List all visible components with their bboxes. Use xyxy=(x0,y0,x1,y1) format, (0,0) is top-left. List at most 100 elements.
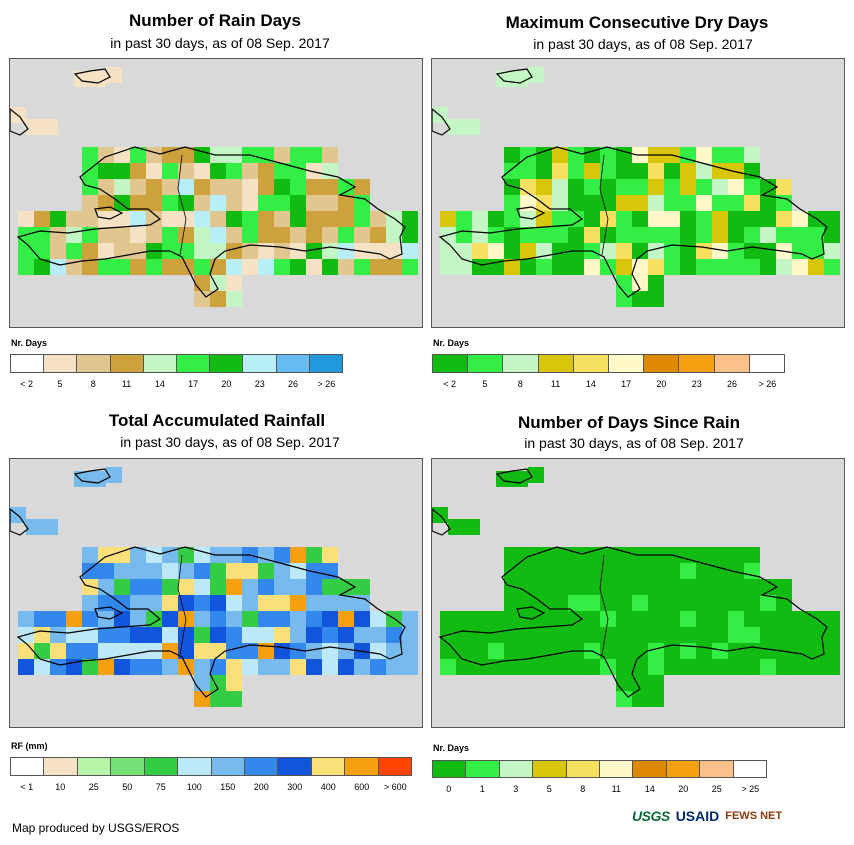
legend-swatch xyxy=(468,355,504,372)
grid-cell xyxy=(632,179,648,195)
grid-cell xyxy=(338,211,354,227)
grid-cell xyxy=(258,195,274,211)
grid-cell xyxy=(162,595,178,611)
grid-cell xyxy=(776,227,792,243)
grid-cell xyxy=(584,547,600,563)
grid-cell xyxy=(664,243,680,259)
grid-cell xyxy=(402,259,418,275)
coastline xyxy=(94,606,124,620)
footer-credit: Map produced by USGS/EROS xyxy=(12,821,180,835)
grid-cells xyxy=(432,467,840,707)
grid-cell xyxy=(82,179,98,195)
grid-cell xyxy=(728,595,744,611)
grid-cell xyxy=(792,659,808,675)
grid-cell xyxy=(386,259,402,275)
grid-cell xyxy=(386,227,402,243)
grid-cell xyxy=(82,163,98,179)
legend-title: Nr. Days xyxy=(433,338,470,348)
grid-cell xyxy=(456,643,472,659)
grid-cell xyxy=(552,595,568,611)
legend-label: < 1 xyxy=(20,782,34,792)
grid-cell xyxy=(504,579,520,595)
grid-cell xyxy=(354,195,370,211)
grid-cell xyxy=(520,611,536,627)
grid-cell xyxy=(504,627,520,643)
grid-cell xyxy=(50,227,66,243)
grid-cell xyxy=(568,611,584,627)
grid-cell xyxy=(472,611,488,627)
grid-cell xyxy=(210,595,226,611)
grid-cell xyxy=(98,243,114,259)
grid-cell xyxy=(680,243,696,259)
grid-cell xyxy=(536,547,552,563)
national-border xyxy=(177,154,187,256)
grid-cell xyxy=(520,643,536,659)
grid-cell xyxy=(50,659,66,675)
coastline xyxy=(432,108,451,136)
legend-swatch xyxy=(573,355,610,372)
panel-title: Number of Days Since Rain xyxy=(517,413,740,432)
grid-cell xyxy=(664,227,680,243)
grid-cell xyxy=(552,243,568,259)
grid-cell xyxy=(322,627,338,643)
grid-cell xyxy=(632,643,648,659)
grid-cell xyxy=(648,675,664,691)
grid-cell xyxy=(18,611,34,627)
grid-cell xyxy=(512,471,528,487)
grid-cell xyxy=(744,579,760,595)
grid-cell xyxy=(536,659,552,675)
grid-cell xyxy=(98,227,114,243)
grid-cell xyxy=(528,467,544,483)
grid-cell xyxy=(536,627,552,643)
legend-swatch xyxy=(311,758,346,775)
grid-cell xyxy=(194,291,210,307)
grid-cell xyxy=(226,643,242,659)
grid-cell xyxy=(146,259,162,275)
grid-cell xyxy=(728,227,744,243)
grid-cell xyxy=(226,195,242,211)
grid-cell xyxy=(488,211,504,227)
grid-cell xyxy=(664,563,680,579)
legend-label: 23 xyxy=(254,379,265,389)
grid-cell xyxy=(504,611,520,627)
grid-cell xyxy=(584,627,600,643)
grid-cell xyxy=(226,227,242,243)
coastline xyxy=(10,508,29,536)
legend-swatch xyxy=(77,355,111,372)
grid-cell xyxy=(536,227,552,243)
grid-cell xyxy=(290,547,306,563)
grid-cell xyxy=(290,259,306,275)
grid-cell xyxy=(632,211,648,227)
grid-cell xyxy=(242,195,258,211)
grid-cell xyxy=(306,147,322,163)
grid-cell xyxy=(370,211,386,227)
grid-cell xyxy=(290,643,306,659)
legend-label: 100 xyxy=(186,782,202,792)
legend-label: 11 xyxy=(611,784,621,794)
grid-cell xyxy=(226,675,242,691)
coastline xyxy=(73,468,111,484)
grid-cell xyxy=(66,643,82,659)
grid-cell xyxy=(520,243,536,259)
grid-cell xyxy=(194,675,210,691)
grid-cell xyxy=(600,259,616,275)
coastline xyxy=(432,508,451,536)
grid-cell xyxy=(600,563,616,579)
grid-cell xyxy=(792,243,808,259)
grid-cell xyxy=(568,163,584,179)
grid-cell xyxy=(552,211,568,227)
grid-cell xyxy=(66,211,82,227)
grid-cell xyxy=(440,211,456,227)
grid-cell xyxy=(274,227,290,243)
grid-cell xyxy=(290,611,306,627)
grid-cells xyxy=(432,67,840,307)
grid-cell xyxy=(440,243,456,259)
grid-cell xyxy=(632,291,648,307)
legend-swatch xyxy=(433,355,469,372)
grid-cell xyxy=(440,659,456,675)
grid-cell xyxy=(146,547,162,563)
legend-swatch xyxy=(666,761,701,777)
grid-cell xyxy=(536,163,552,179)
grid-cell xyxy=(632,243,648,259)
grid-cell xyxy=(322,259,338,275)
